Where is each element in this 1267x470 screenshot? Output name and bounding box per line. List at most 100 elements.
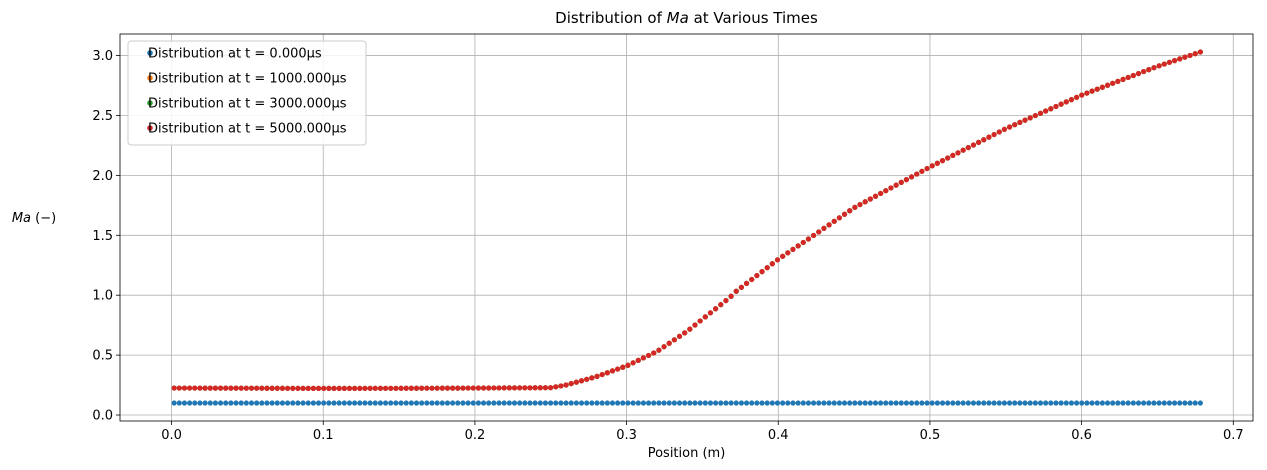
y-tick-label: 2.5 — [92, 109, 113, 124]
data-point — [367, 385, 373, 391]
data-point — [615, 366, 621, 372]
data-point — [1084, 400, 1090, 406]
data-point — [1068, 97, 1075, 103]
data-point — [326, 385, 332, 391]
data-point — [671, 400, 677, 406]
data-point — [769, 261, 775, 267]
data-point — [640, 400, 647, 406]
data-point — [749, 400, 755, 406]
data-point — [1001, 400, 1008, 406]
data-point — [1192, 51, 1198, 57]
data-point — [1151, 65, 1157, 71]
legend-label: Distribution at t = 0.000μs — [148, 47, 322, 62]
data-point — [377, 400, 384, 406]
data-point — [671, 337, 677, 343]
data-point — [321, 400, 327, 406]
data-point — [1120, 76, 1126, 82]
data-point — [1099, 400, 1105, 406]
data-point — [965, 144, 971, 151]
data-point — [723, 400, 729, 406]
data-point — [738, 284, 745, 290]
data-point — [728, 293, 734, 299]
data-point — [1094, 400, 1100, 406]
data-point — [831, 400, 837, 406]
data-point — [986, 400, 992, 406]
data-point — [295, 400, 301, 406]
data-point — [537, 385, 543, 391]
data-point — [460, 400, 466, 406]
data-point — [171, 400, 177, 406]
data-point — [254, 400, 260, 406]
data-point — [310, 400, 316, 406]
data-point — [713, 400, 719, 406]
data-point — [207, 385, 213, 391]
data-point — [207, 400, 213, 406]
data-point — [388, 400, 394, 406]
data-point — [970, 142, 977, 148]
data-point — [1115, 78, 1121, 84]
data-point — [1135, 70, 1142, 77]
data-point — [1177, 400, 1183, 406]
legend-entry: Distribution at t = 1000.000μs — [147, 72, 347, 87]
data-point — [553, 400, 559, 406]
data-point — [542, 385, 549, 391]
data-point — [867, 196, 873, 202]
data-point — [336, 400, 342, 406]
data-point — [187, 400, 193, 406]
y-tick-label: 0.5 — [92, 349, 113, 364]
data-point — [578, 400, 585, 406]
legend-marker — [147, 100, 153, 106]
data-point — [749, 276, 755, 283]
data-point — [1182, 400, 1188, 406]
data-point — [754, 400, 760, 406]
data-point — [233, 385, 239, 391]
data-point — [573, 400, 579, 406]
data-point — [811, 232, 817, 239]
data-point — [295, 385, 301, 391]
data-point — [661, 344, 667, 350]
data-point — [1171, 400, 1178, 406]
data-point — [1161, 400, 1167, 406]
data-point — [1197, 49, 1203, 55]
data-point — [914, 171, 920, 177]
data-point — [197, 385, 203, 391]
data-point — [903, 177, 910, 183]
data-point — [996, 129, 1002, 135]
data-point — [630, 400, 636, 406]
x-tick-label: 0.5 — [920, 428, 941, 443]
legend: Distribution at t = 0.000μs Distribution … — [127, 40, 367, 146]
data-point — [1074, 400, 1080, 406]
data-point — [738, 400, 745, 406]
data-point — [656, 347, 662, 353]
data-point — [1104, 82, 1111, 88]
data-point — [1048, 106, 1054, 112]
data-point — [1053, 400, 1059, 406]
data-point — [264, 400, 270, 406]
data-point — [867, 400, 873, 406]
data-point — [279, 400, 286, 406]
data-point — [274, 400, 280, 406]
data-point — [217, 400, 224, 406]
data-point — [831, 218, 837, 224]
data-point — [382, 385, 389, 391]
data-point — [367, 400, 373, 406]
data-point — [1017, 400, 1023, 406]
data-point — [537, 400, 543, 406]
data-point — [548, 400, 554, 406]
data-point — [181, 400, 188, 406]
data-point — [176, 385, 182, 391]
data-point — [465, 385, 471, 391]
data-point — [970, 400, 977, 406]
data-point — [357, 385, 363, 391]
data-point — [785, 250, 791, 256]
data-point — [1032, 400, 1038, 406]
data-point — [517, 400, 523, 406]
data-point — [326, 400, 332, 406]
data-point — [341, 385, 347, 391]
data-point — [924, 400, 930, 406]
data-point — [532, 385, 538, 391]
data-point — [769, 400, 775, 406]
data-point — [336, 385, 342, 391]
data-point — [847, 400, 853, 406]
data-point — [908, 174, 915, 180]
